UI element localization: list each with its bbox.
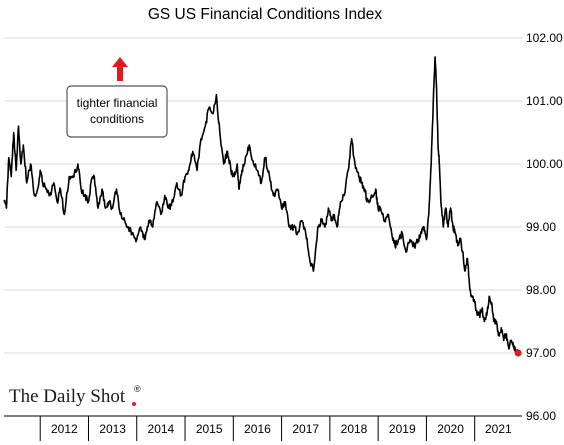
x-axis: 2012 2013 2014 2015 2016 2017 2018 2019 2020 2021 bbox=[4, 415, 522, 441]
x-tick-label: 2019 bbox=[389, 422, 416, 436]
y-tick-label: 102.00 bbox=[526, 31, 563, 45]
series-line-0 bbox=[3, 56, 519, 355]
y-tick-label: 98.00 bbox=[526, 283, 556, 297]
annotation-line-1: tighter financial bbox=[77, 96, 158, 110]
x-tick-label: 2016 bbox=[244, 422, 271, 436]
x-tick-label: 2014 bbox=[148, 422, 175, 436]
y-axis: 96.00 97.00 98.00 99.00 100.00 101.00 102.00 bbox=[526, 31, 563, 423]
x-tick-label: 2021 bbox=[485, 422, 512, 436]
y-tick-label: 97.00 bbox=[526, 346, 556, 360]
annotation-box bbox=[66, 85, 168, 138]
y-tick-label: 101.00 bbox=[526, 94, 563, 108]
brand-name: The Daily Shot bbox=[9, 386, 126, 407]
x-tick-label: 2012 bbox=[51, 422, 78, 436]
annotation-line-2: conditions bbox=[90, 112, 144, 126]
chart-title: GS US Financial Conditions Index bbox=[148, 6, 383, 23]
annotation: tighter financial conditions bbox=[66, 57, 168, 138]
x-tick-label: 2018 bbox=[341, 422, 368, 436]
y-tick-label: 96.00 bbox=[526, 409, 556, 423]
end-point-marker bbox=[514, 349, 522, 357]
y-tick-label: 100.00 bbox=[526, 157, 563, 171]
x-tick-label: 2017 bbox=[292, 422, 319, 436]
up-arrow-icon bbox=[112, 57, 128, 81]
y-tick-label: 99.00 bbox=[526, 220, 556, 234]
brand-registered-mark: ® bbox=[134, 384, 141, 394]
brand-dot bbox=[132, 402, 136, 406]
daily-shot-logo: The Daily Shot ® bbox=[9, 384, 141, 407]
x-tick-label: 2013 bbox=[99, 422, 126, 436]
x-tick-label: 2020 bbox=[437, 422, 464, 436]
x-tick-label: 2015 bbox=[196, 422, 223, 436]
series-layer bbox=[3, 56, 522, 357]
